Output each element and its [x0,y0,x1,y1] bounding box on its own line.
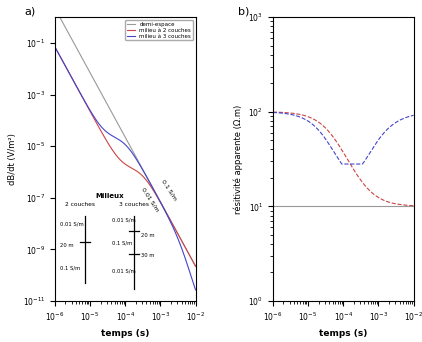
Text: a): a) [24,6,35,16]
Y-axis label: dB/dt (V/m²): dB/dt (V/m²) [8,133,17,185]
Text: 0.01 S/m: 0.01 S/m [140,186,160,212]
X-axis label: temps (s): temps (s) [101,329,149,338]
Y-axis label: résitivité apparente (Ω.m): résitivité apparente (Ω.m) [233,104,243,214]
Text: 0.1 S/m: 0.1 S/m [161,179,178,201]
Text: b): b) [238,6,249,16]
X-axis label: temps (s): temps (s) [319,329,368,338]
Legend: demi-espace, milieu à 2 couches, milieu à 3 couches: demi-espace, milieu à 2 couches, milieu … [125,20,193,40]
